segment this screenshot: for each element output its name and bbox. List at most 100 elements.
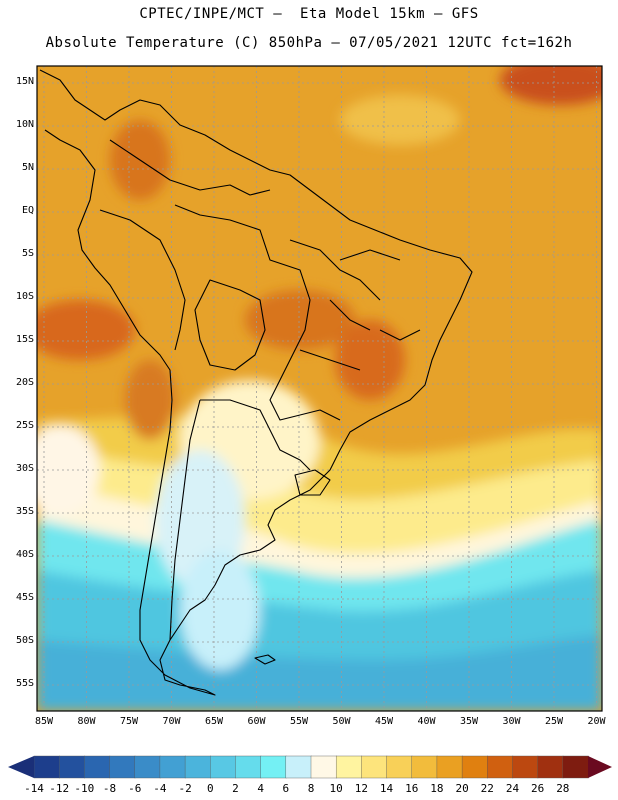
colorbar-swatch xyxy=(210,755,237,779)
lon-label: 85W xyxy=(34,716,54,727)
lat-label: 10S xyxy=(15,291,34,302)
lon-label: 75W xyxy=(119,716,139,727)
lat-label: 40S xyxy=(15,549,34,560)
colorbar-swatch xyxy=(512,755,539,779)
colorbar-label: 20 xyxy=(455,782,469,795)
lat-label: EQ xyxy=(21,205,34,216)
lat-label: 20S xyxy=(15,377,34,388)
colorbar-swatch xyxy=(235,755,262,779)
colorbar-swatch xyxy=(109,755,136,779)
colorbar-label: 0 xyxy=(206,782,214,795)
colorbar-swatch xyxy=(310,755,337,779)
map-title-line2: Absolute Temperature (C) 850hPa – 07/05/… xyxy=(45,35,573,51)
argentina-border xyxy=(169,399,311,641)
colorbar-swatch xyxy=(58,755,86,779)
colorbar-label: 26 xyxy=(531,782,545,795)
lat-lon-grid xyxy=(37,66,602,711)
lon-label: 35W xyxy=(459,716,479,727)
bolivia-border xyxy=(194,279,266,371)
south-america-coast xyxy=(39,69,473,696)
colorbar-swatch xyxy=(33,755,60,779)
colorbar-swatch xyxy=(537,755,564,779)
colorbar-swatch xyxy=(361,755,388,779)
colorbar-label: 4 xyxy=(257,782,264,795)
colorbar-swatch xyxy=(260,755,287,779)
lat-label: 15N xyxy=(15,76,34,87)
map-title-line1: CPTEC/INPE/MCT – Eta Model 15km – GFS xyxy=(139,6,479,22)
lon-label: 70W xyxy=(162,716,181,727)
uruguay-border xyxy=(294,469,331,496)
falklands xyxy=(254,654,276,665)
lat-label: 35S xyxy=(15,506,34,517)
coastlines xyxy=(39,69,473,696)
lat-label: 15S xyxy=(15,334,34,345)
colorbar-label: 28 xyxy=(556,782,570,795)
colorbar-swatch xyxy=(285,755,312,779)
field-patch-east-brazil xyxy=(335,320,405,400)
colorbar-swatch xyxy=(84,755,111,779)
lon-label: 65W xyxy=(204,716,224,727)
colorbar-swatch xyxy=(562,755,589,779)
lon-label: 40W xyxy=(417,716,436,727)
colorbar-low-arrow xyxy=(8,756,34,778)
lat-label: 55S xyxy=(15,678,34,689)
colorbar-label: -4 xyxy=(153,782,167,795)
colorbar-label: -10 xyxy=(74,782,95,795)
peru-border xyxy=(99,209,186,351)
lon-label: 80W xyxy=(77,716,96,727)
colorbar-label: 14 xyxy=(379,782,394,795)
lon-label: 60W xyxy=(247,716,266,727)
colorbar xyxy=(8,755,612,779)
colorbar-label: 6 xyxy=(282,782,290,795)
colorbar-label: -12 xyxy=(49,782,70,795)
field-band-blue xyxy=(37,635,602,711)
colorbar-label: 18 xyxy=(430,782,444,795)
colorbar-label: 22 xyxy=(480,782,494,795)
colorbar-swatch xyxy=(487,755,514,779)
lat-label: 45S xyxy=(15,592,34,603)
colorbar-label: 12 xyxy=(354,782,368,795)
colorbar-label: -2 xyxy=(178,782,192,795)
colorbar-label: 16 xyxy=(405,782,419,795)
lon-label: 25W xyxy=(544,716,564,727)
lat-label: 10N xyxy=(15,119,34,130)
lat-label: 5S xyxy=(21,248,34,259)
lat-label: 25S xyxy=(15,420,34,431)
lon-label: 20W xyxy=(587,716,606,727)
colorbar-label: 2 xyxy=(232,782,239,795)
colorbar-swatch xyxy=(386,755,413,779)
temperature-field xyxy=(37,66,602,711)
colorbar-label: -8 xyxy=(102,782,117,795)
lon-label: 50W xyxy=(332,716,351,727)
colombia-venezuela-border xyxy=(109,139,271,196)
colorbar-high-arrow xyxy=(588,756,612,778)
colorbar-swatch xyxy=(411,755,438,779)
colorbar-swatch xyxy=(134,755,161,779)
lat-label: 5N xyxy=(21,162,34,173)
lon-label: 30W xyxy=(502,716,521,727)
colorbar-swatch xyxy=(159,755,186,779)
colorbar-swatch xyxy=(184,755,211,779)
colorbar-label: 8 xyxy=(307,782,315,795)
colorbar-label: -14 xyxy=(24,782,44,795)
lon-label: 55W xyxy=(289,716,309,727)
colorbar-label: -6 xyxy=(128,782,142,795)
colorbar-label: 24 xyxy=(505,782,520,795)
colorbar-swatch xyxy=(461,755,488,779)
field-patch-central-brazil xyxy=(245,290,355,350)
lat-label: 50S xyxy=(15,635,34,646)
colorbar-swatch xyxy=(436,755,463,779)
lon-label: 45W xyxy=(374,716,394,727)
field-patch-atlantic-north xyxy=(500,66,602,105)
field-patch-pacific-warm xyxy=(37,300,135,360)
colorbar-label: 10 xyxy=(329,782,343,795)
field-patch-atlantic-yellow xyxy=(340,95,460,145)
lat-label: 30S xyxy=(15,463,34,474)
field-patch-atacama xyxy=(125,360,175,440)
field-patch-patagonia xyxy=(180,550,260,670)
brazil-border xyxy=(174,204,341,421)
map-frame xyxy=(36,65,603,712)
brazil-states xyxy=(289,239,421,371)
colorbar-swatch xyxy=(335,755,363,779)
